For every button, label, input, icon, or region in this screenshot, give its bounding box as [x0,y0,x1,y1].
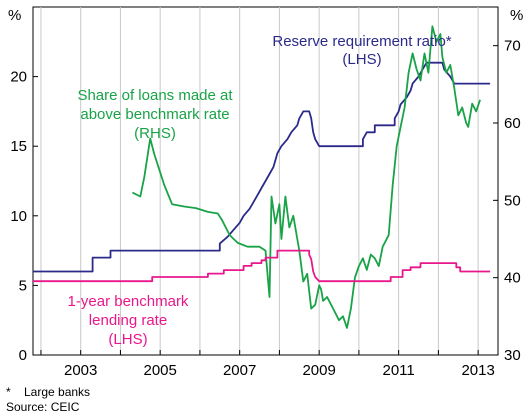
reserve-requirement-line [33,61,491,273]
reserve-requirement-label: Reserve requirement ratio* [272,33,451,50]
plot-area-frame [32,6,499,356]
share-of-loans-line [132,25,481,329]
left-tick-label: 10 [10,208,27,225]
right-axis-unit: % [510,7,523,24]
x-tick-label: 2007 [223,362,256,379]
share-of-loans-axis-note: (RHS) [134,125,176,142]
footnote-marker: * [6,385,11,399]
share-of-loans-label-line1: Share of loans made at [77,87,233,104]
left-tick-label: 20 [10,69,27,86]
left-axis-unit: % [8,7,21,24]
benchmark-rate-line [33,249,491,283]
right-tick-label: 70 [504,38,521,55]
right-tick-label: 50 [504,192,521,209]
x-tick-label: 2009 [302,362,335,379]
benchmark-rate-label-line1: 1-year benchmark [68,293,189,310]
right-tick-label: 60 [504,115,521,132]
x-tick-label: 2005 [143,362,176,379]
footnote-large-banks: Large banks [24,385,90,399]
benchmark-rate-axis-note: (LHS) [108,331,147,348]
left-tick-label: 5 [19,277,27,294]
right-tick-label: 30 [504,347,521,364]
gridlines [40,7,479,355]
x-tick-label: 2003 [64,362,97,379]
right-tick-label: 40 [504,270,521,287]
source-note: Source: CEIC [6,400,80,414]
series-lines [33,25,491,329]
benchmark-rate-label-line2: lending rate [89,312,167,329]
x-tick-label: 2011 [383,362,415,379]
axis-ticks: 2003 2005 2007 2009 2011 2013 0 5 10 15 20 30 40 50 60… [10,38,520,379]
x-tick-label: 2013 [461,362,494,379]
left-tick-label: 15 [10,138,27,155]
left-tick-label: 0 [19,347,27,364]
share-of-loans-label-line2: above benchmark rate [80,106,229,123]
reserve-requirement-axis-note: (LHS) [342,51,381,68]
